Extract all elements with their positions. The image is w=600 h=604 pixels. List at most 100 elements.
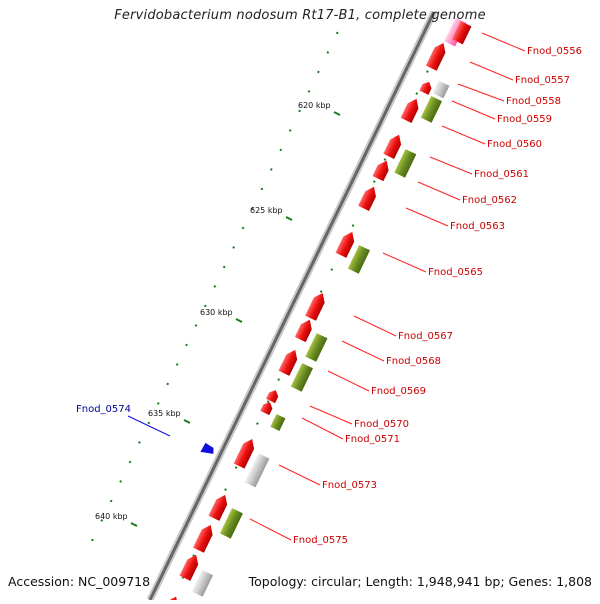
tick-dot [138, 441, 141, 444]
label-leader-line [309, 405, 353, 425]
tick-dot [279, 148, 283, 152]
gene-label: Fnod_0559 [497, 114, 552, 125]
tick-dot [241, 226, 245, 230]
tick-dot [326, 51, 330, 54]
gene-feature-blue [200, 442, 214, 454]
label-leader-line [341, 340, 385, 362]
tick-dot [266, 400, 270, 403]
gene-label: Fnod_0561 [474, 169, 529, 180]
tick-dot [185, 343, 188, 347]
label-leader-line [417, 181, 461, 201]
map-title: Fervidobacterium nodosum Rt17-B1, comple… [114, 8, 486, 23]
tick-dot [128, 460, 132, 464]
gene-feature [335, 231, 355, 258]
tick-dot [319, 290, 323, 293]
gene-feature [305, 292, 325, 321]
gene-label: Fnod_0557 [515, 75, 570, 86]
tick-dot [260, 187, 264, 191]
tick-dot [330, 268, 334, 271]
tick-dot [232, 246, 235, 249]
gene-label: Fnod_0573 [322, 480, 377, 491]
tick-dot [251, 207, 254, 210]
tick-dot [317, 70, 320, 74]
tick-dot [298, 109, 301, 113]
label-leader-line [278, 464, 321, 486]
tick-dot [288, 129, 292, 132]
gene-feature [420, 95, 443, 123]
gene-feature [208, 494, 228, 521]
gene-label: Fnod_0556 [527, 46, 582, 57]
gene-feature [290, 363, 313, 392]
label-leader-line [301, 417, 344, 440]
scale-tick [285, 216, 293, 221]
scale-tick [130, 522, 138, 527]
tick-dot [307, 90, 311, 93]
gene-feature [179, 554, 199, 581]
gene-feature [219, 508, 243, 539]
tick-dot [119, 480, 122, 483]
tick-dot [100, 519, 104, 522]
label-leader-line [382, 252, 427, 273]
gene-feature [193, 524, 213, 553]
tick-dot [269, 168, 273, 171]
scale-labels: 620 kbp 625 kbp 630 kbp 635 kbp 640 kbp [95, 101, 341, 527]
label-leader-line [327, 370, 370, 392]
gene-label: Fnod_0563 [450, 221, 505, 232]
gene-label: Fnod_0574 [76, 404, 131, 415]
genome-backbone-core [148, 11, 436, 601]
scale-label: 620 kbp [298, 101, 331, 110]
gene-label: Fnod_0569 [371, 386, 426, 397]
label-leaders [127, 32, 526, 541]
tick-dot [109, 499, 113, 503]
gene-labels: Fnod_0556 Fnod_0557 Fnod_0558 Fnod_0559 Fnod… [76, 46, 582, 546]
gene-feature [347, 245, 370, 274]
gene-feature [244, 453, 270, 488]
gene-feature [451, 21, 472, 45]
label-leader-line [353, 315, 397, 337]
scale-label: 630 kbp [200, 308, 233, 317]
tick-dot [277, 378, 280, 381]
gene-label: Fnod_0571 [345, 434, 400, 445]
gene-feature [305, 333, 328, 362]
label-leader-line [249, 518, 292, 541]
scale-tick [183, 419, 191, 424]
tick-dot [147, 421, 151, 425]
scale-tick [333, 111, 341, 116]
gene-feature [394, 149, 417, 178]
gene-label: Fnod_0565 [428, 267, 483, 278]
tick-dot [91, 538, 94, 542]
gene-feature [383, 134, 402, 159]
tick-dot [166, 382, 170, 386]
gene-feature [419, 81, 432, 95]
gene-label: Fnod_0575 [293, 535, 348, 546]
gene-label: Fnod_0568 [386, 356, 441, 367]
scale-label: 625 kbp [250, 206, 283, 215]
label-leader-line [405, 207, 449, 227]
gene-feature [191, 569, 214, 597]
tick-dot [213, 285, 217, 288]
scale-label: 640 kbp [95, 512, 128, 521]
tick-dot [224, 488, 227, 491]
gene-feature [372, 160, 389, 182]
tick-dot [426, 70, 429, 73]
accession-text: Accession: NC_009718 [8, 574, 151, 589]
gene-feature [432, 80, 450, 99]
label-leader-line [481, 32, 526, 52]
label-leader-line [469, 61, 514, 81]
label-leader-line [451, 100, 496, 120]
tick-dot [194, 324, 198, 327]
gene-feature [425, 42, 446, 71]
tick-dot [204, 304, 207, 308]
gene-label: Fnod_0560 [487, 139, 542, 150]
gene-label: Fnod_0570 [354, 419, 409, 430]
gene-feature [266, 390, 279, 404]
tick-dot [372, 180, 376, 183]
gene-label: Fnod_0562 [462, 195, 517, 206]
gene-feature [233, 439, 255, 469]
gene-label: Fnod_0567 [398, 331, 453, 342]
tick-dot [383, 158, 387, 161]
tick-dot [256, 422, 259, 425]
label-leader-line [441, 125, 486, 145]
gene-feature [400, 98, 419, 123]
gene-feature [270, 414, 286, 432]
